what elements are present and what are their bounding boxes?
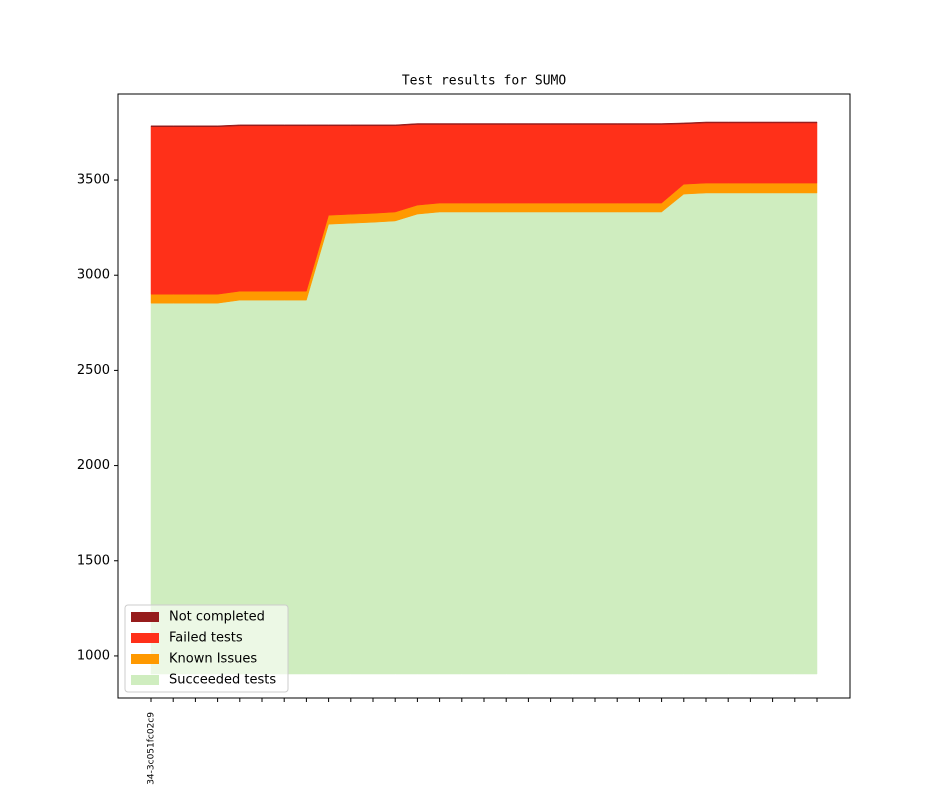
y-tick-label: 3500 xyxy=(77,173,110,188)
y-tick-label: 2500 xyxy=(77,363,110,378)
legend: Not completed Failed tests Known Issues Suc… xyxy=(124,604,289,693)
legend-label: Not completed xyxy=(169,610,265,625)
legend-swatch xyxy=(131,612,159,622)
legend-box xyxy=(124,604,289,693)
legend-swatch xyxy=(131,675,159,685)
x-tick-label: 34-3c051fc02c9 xyxy=(147,712,157,785)
chart-title: Test results for SUMO xyxy=(402,74,567,89)
y-tick-label: 2000 xyxy=(77,458,110,473)
legend-swatch xyxy=(131,633,159,643)
y-tick-label: 1500 xyxy=(77,553,110,568)
y-tick-label: 3000 xyxy=(77,268,110,283)
area xyxy=(150,121,818,127)
legend-label: Succeeded tests xyxy=(169,673,276,688)
y-tick-label: 1000 xyxy=(77,648,110,663)
legend-label: Known Issues xyxy=(169,652,257,667)
legend-swatch xyxy=(131,654,159,664)
legend-label: Failed tests xyxy=(169,631,243,646)
